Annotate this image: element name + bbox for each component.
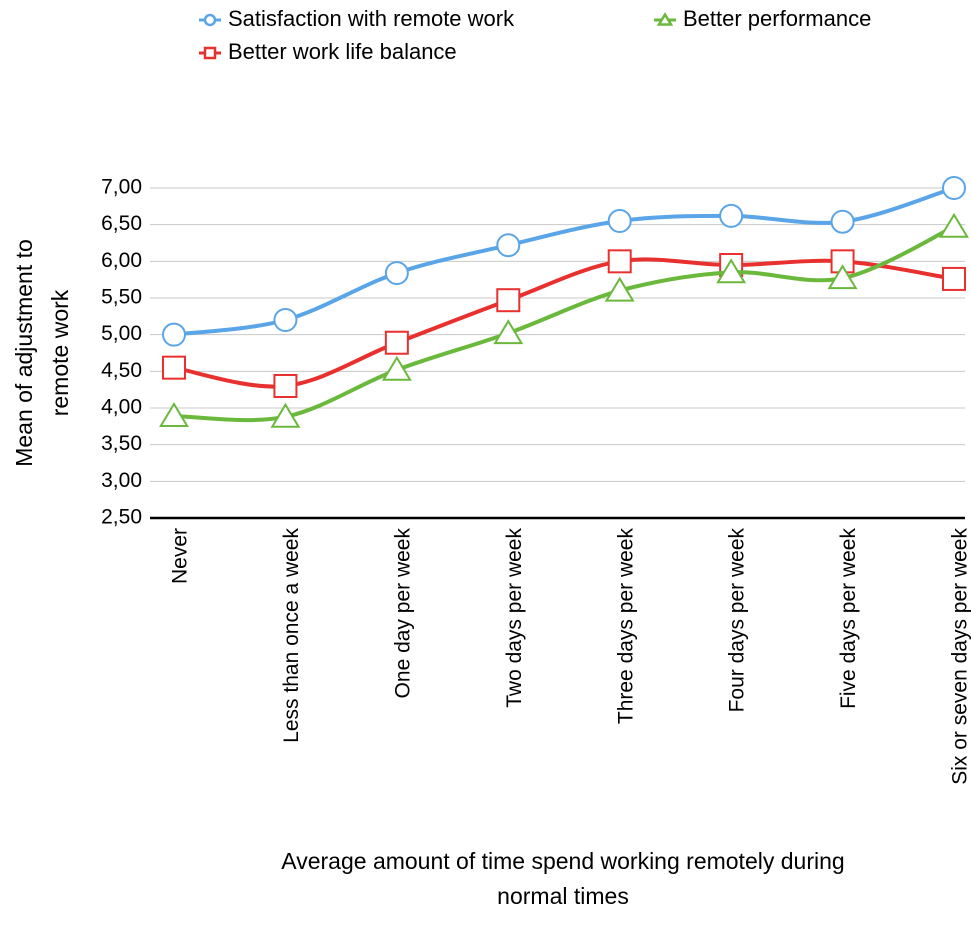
- marker: [942, 176, 966, 200]
- marker: [273, 374, 298, 398]
- y-tick-label: 4,00: [101, 396, 142, 419]
- marker: [159, 402, 189, 427]
- legend-label: Better performance: [683, 6, 871, 31]
- marker: [270, 402, 301, 428]
- x-axis-title: normal times: [497, 883, 629, 909]
- y-tick-label: 6,00: [101, 249, 142, 272]
- marker: [830, 209, 855, 234]
- y-tick-label: 6,50: [101, 212, 142, 235]
- marker: [939, 212, 969, 238]
- marker: [607, 249, 632, 274]
- x-tick-label: Five days per week: [837, 528, 860, 709]
- x-tick-label: Never: [169, 528, 192, 584]
- marker: [942, 266, 966, 291]
- x-tick-label: Three days per week: [614, 528, 637, 725]
- marker: [719, 203, 744, 228]
- legend-label: Satisfaction with remote work: [228, 6, 515, 31]
- marker: [607, 209, 632, 233]
- y-tick-label: 7,00: [101, 176, 142, 199]
- marker: [827, 264, 858, 290]
- x-tick-label: Less than once a week: [280, 528, 303, 743]
- y-tick-label: 2,50: [101, 506, 142, 529]
- x-tick-label: Four days per week: [726, 528, 749, 713]
- x-tick-label: One day per week: [391, 528, 414, 699]
- marker: [716, 258, 747, 284]
- marker: [273, 308, 298, 332]
- y-tick-label: 5,00: [101, 322, 142, 345]
- marker: [493, 319, 524, 345]
- y-tick-label: 3,00: [101, 469, 142, 492]
- y-tick-label: 4,50: [101, 359, 142, 382]
- marker: [203, 13, 217, 27]
- x-axis-title: Average amount of time spend working rem…: [281, 848, 844, 874]
- marker: [381, 355, 412, 381]
- marker: [496, 288, 521, 313]
- series-line: [173, 186, 955, 337]
- y-tick-label: 3,50: [101, 432, 142, 455]
- y-axis-title: remote work: [47, 289, 73, 416]
- x-tick-label: Two days per week: [503, 528, 526, 708]
- legend-label: Better work life balance: [228, 39, 457, 64]
- marker: [162, 355, 186, 380]
- marker: [203, 46, 217, 60]
- marker: [604, 276, 635, 302]
- marker: [384, 330, 409, 355]
- y-tick-label: 5,50: [101, 286, 142, 309]
- marker: [384, 261, 409, 286]
- series-line: [173, 257, 955, 389]
- marker: [496, 233, 521, 258]
- y-axis-title: Mean of adjustment to: [11, 239, 37, 467]
- x-tick-label: Six or seven days per week: [949, 528, 971, 785]
- marker: [656, 12, 674, 26]
- marker: [162, 322, 186, 347]
